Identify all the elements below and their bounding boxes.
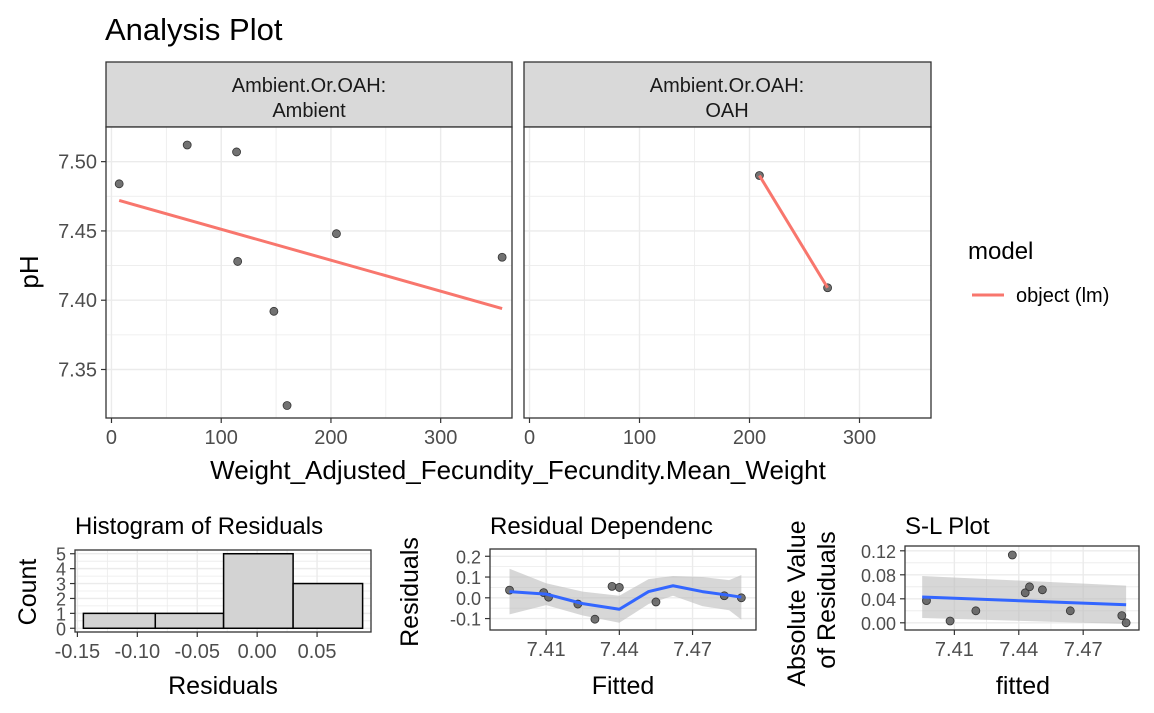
facet-strip-ambient-line2: Ambient (272, 100, 346, 122)
sl-data-point (945, 616, 955, 626)
hist-y-tick-label: 3 (56, 575, 66, 595)
hist-y-tick-label: 4 (56, 560, 66, 580)
sl-plot-y-axis-title: Absolute Value of Residuals (783, 513, 841, 686)
main-oah-x-tick-label: 200 (733, 427, 766, 449)
hist-y-tick-label: 1 (56, 604, 66, 624)
resdep-confidence-band (509, 568, 742, 623)
sl-data-point (971, 606, 981, 616)
legend-title: model (968, 238, 1033, 265)
facet-strip-ambient (105, 61, 513, 128)
resdep-smooth-line (509, 584, 742, 611)
facet-strip-oah-line2: OAH (705, 100, 748, 122)
hist-y-tick-label: 0 (56, 619, 66, 639)
sl-data-point (1065, 606, 1075, 616)
main-y-axis-title: pH (14, 255, 44, 288)
main-ambient-panel-border (105, 126, 513, 419)
legend-entry-object-lm: object (lm) (1016, 285, 1109, 307)
main-x-axis-title: Weight_Adjusted_Fecundity_Fecundity.Mean… (210, 455, 826, 485)
residual-dependence-plot: 7.41 7.44 7.47 -0.10.00.10.2 (450, 547, 757, 661)
resdep-data-point (651, 597, 661, 607)
sl-panel-border (904, 545, 1140, 631)
sl-data-point (1037, 585, 1047, 595)
sl-y-tick-label: 0.04 (861, 590, 896, 610)
main-ambient-data-point (497, 252, 507, 262)
sl-data-point (1025, 582, 1034, 592)
hist-panel-border (74, 549, 372, 633)
sl-x-tick-label: 7.47 (1064, 639, 1103, 661)
main-facet-plot: 0 100 200 300 7.35 7.40 7.45 7.50 0 100 200 300 (58, 126, 932, 449)
sl-smooth-line (922, 595, 1127, 607)
sl-y-tick-label: 0.12 (861, 542, 896, 562)
residual-dependence-y-axis-title: Residuals (396, 537, 424, 647)
main-ambient-data-point (332, 229, 341, 239)
resdep-panel-border (489, 548, 757, 631)
chart-title: Analysis Plot (105, 12, 283, 47)
main-ambient-x-tick-label: 0 (106, 427, 117, 449)
main-ambient-x-tick-label: 200 (314, 427, 347, 449)
hist-bar (154, 612, 225, 630)
resdep-x-tick-label: 7.47 (673, 639, 712, 661)
resdep-y-tick-label: 0.2 (456, 547, 481, 567)
facet-strip-oah (523, 61, 932, 128)
resdep-y-tick-label: -0.1 (450, 610, 481, 630)
main-oah-panel-border (523, 126, 932, 419)
main-ambient-x-tick-label: 300 (424, 427, 457, 449)
main-oah-x-tick-label: 0 (524, 427, 535, 449)
hist-x-tick-label: 0.00 (238, 641, 277, 663)
hist-x-tick-label: -0.15 (55, 641, 101, 663)
resdep-data-point (614, 583, 624, 592)
main-ambient-lm-fit-line (118, 198, 503, 310)
main-ambient-y-tick-label: 7.45 (58, 221, 97, 243)
resdep-y-tick-label: 0.1 (456, 568, 481, 588)
main-ambient-y-tick-label: 7.35 (58, 360, 97, 382)
residual-dependence-title: Residual Dependenc (490, 513, 713, 540)
scale-location-plot: 7.41 7.44 7.47 0.00 0.04 0.08 0.12 (861, 542, 1140, 661)
main-ambient-x-tick-label: 100 (205, 427, 238, 449)
sl-data-point (1007, 550, 1017, 560)
histogram-title: Histogram of Residuals (75, 513, 323, 540)
histogram-y-axis-title: Count (14, 559, 42, 626)
main-ambient-data-point (282, 401, 292, 410)
histogram-x-axis-title: Residuals (168, 672, 278, 700)
main-ambient-data-point (233, 257, 243, 266)
sl-y-tick-label: 0.08 (861, 566, 896, 586)
sl-x-tick-label: 7.41 (935, 639, 974, 661)
main-ambient-y-tick-label: 7.50 (58, 152, 97, 174)
main-ambient-data-point (182, 140, 192, 150)
sl-data-point (1121, 618, 1131, 628)
resdep-x-tick-label: 7.41 (527, 639, 566, 661)
sl-y-tick-label: 0.00 (861, 614, 896, 634)
facet-strip-oah-line1: Ambient.Or.OAH: (650, 75, 805, 97)
resdep-y-tick-label: 0.0 (456, 589, 481, 609)
hist-bar (82, 612, 157, 630)
hist-x-tick-label: 0.05 (298, 641, 337, 663)
hist-y-tick-label: 5 (56, 545, 66, 565)
sl-data-point (1020, 588, 1030, 598)
main-oah-panel-background (524, 127, 931, 418)
residual-dependence-x-axis-title: Fitted (592, 672, 655, 700)
main-ambient-data-point (269, 306, 279, 316)
hist-x-tick-label: -0.10 (115, 641, 161, 663)
main-ambient-data-point (232, 147, 241, 157)
main-oah-lm-fit-line (758, 174, 829, 289)
hist-bar (292, 582, 364, 630)
hist-x-tick-label: -0.05 (174, 641, 220, 663)
resdep-data-point (590, 614, 600, 624)
hist-bar (222, 552, 294, 630)
sl-plot-x-axis-title: fitted (996, 672, 1050, 700)
facet-strip-ambient-line1: Ambient.Or.OAH: (232, 75, 387, 97)
main-oah-x-tick-label: 300 (843, 427, 876, 449)
main-oah-x-tick-label: 100 (623, 427, 656, 449)
resdep-data-point (607, 581, 617, 591)
sl-plot-title: S-L Plot (905, 513, 990, 540)
main-ambient-data-point (114, 179, 124, 189)
hist-y-tick-label: 2 (56, 589, 66, 609)
sl-x-tick-label: 7.44 (999, 639, 1038, 661)
resdep-x-tick-label: 7.44 (600, 639, 639, 661)
sl-data-point (1117, 611, 1127, 620)
main-ambient-y-tick-label: 7.40 (58, 290, 97, 312)
main-ambient-panel-background (106, 127, 512, 418)
